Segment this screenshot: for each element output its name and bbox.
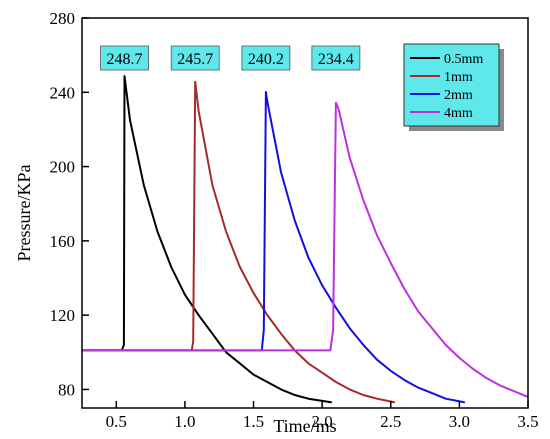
series-line-1 bbox=[82, 75, 332, 404]
x-tick-label: 2.0 bbox=[312, 412, 333, 431]
y-axis-label: Pressure/KPa bbox=[14, 165, 34, 262]
legend-label: 2mm bbox=[444, 88, 473, 103]
y-tick-label: 200 bbox=[50, 158, 76, 177]
legend-label: 4mm bbox=[444, 106, 473, 121]
axis-ticks: 0.5 1.0 1.5 2.0 2.5 3.0 3.5 80 120 160 200 240 280 bbox=[50, 9, 539, 431]
x-tick-label: 2.5 bbox=[380, 412, 401, 431]
x-tick-label: 1.0 bbox=[174, 412, 195, 431]
x-tick-label: 3.5 bbox=[517, 412, 538, 431]
y-tick-label: 120 bbox=[50, 306, 76, 325]
y-tick-label: 80 bbox=[58, 380, 75, 399]
series-layer bbox=[82, 75, 529, 404]
peak-label: 234.4 bbox=[318, 51, 354, 68]
x-tick-label: 3.0 bbox=[449, 412, 470, 431]
x-tick-label: 1.5 bbox=[243, 412, 264, 431]
peak-annotations: 248.7 245.7 240.2 234.4 bbox=[100, 45, 361, 71]
y-tick-label: 280 bbox=[50, 9, 76, 28]
y-tick-label: 240 bbox=[50, 83, 76, 102]
peak-label-box bbox=[311, 45, 361, 71]
series-line-2 bbox=[82, 80, 396, 404]
legend-label: 0.5mm bbox=[444, 52, 483, 67]
peak-label-box bbox=[170, 45, 220, 71]
peak-label: 245.7 bbox=[177, 51, 213, 68]
peak-label-box bbox=[100, 45, 149, 71]
peak-label-box bbox=[241, 45, 291, 71]
legend-label: 1mm bbox=[444, 70, 473, 85]
peak-label: 248.7 bbox=[107, 51, 143, 68]
y-tick-label: 160 bbox=[50, 232, 76, 251]
legend: 0.5mm 1mm 2mm 4mm bbox=[403, 43, 504, 131]
plot-frame bbox=[81, 17, 529, 409]
x-axis-label: Time/ms bbox=[273, 416, 336, 436]
series-line-3 bbox=[82, 90, 466, 404]
series-line-4 bbox=[82, 101, 529, 398]
peak-label: 240.2 bbox=[248, 51, 284, 68]
x-tick-label: 0.5 bbox=[106, 412, 127, 431]
